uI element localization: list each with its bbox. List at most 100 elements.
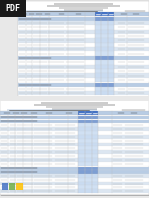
Bar	[0, 178, 149, 182]
Bar	[92, 139, 98, 143]
Bar	[0, 120, 149, 123]
Bar	[85, 147, 92, 150]
Bar	[78, 116, 85, 119]
Bar	[85, 154, 92, 158]
Bar	[78, 178, 85, 182]
Bar	[78, 170, 85, 174]
Bar	[108, 25, 114, 30]
Bar	[0, 100, 149, 195]
Bar	[95, 43, 101, 47]
Bar	[101, 69, 108, 73]
Bar	[85, 135, 92, 139]
Bar	[16, 183, 23, 190]
Bar	[0, 116, 149, 119]
Bar	[85, 123, 92, 127]
Bar	[92, 131, 98, 135]
Bar	[101, 73, 108, 78]
Bar	[95, 91, 101, 95]
Bar	[92, 127, 98, 131]
Bar	[108, 38, 114, 43]
Bar	[108, 43, 114, 47]
Bar	[85, 116, 92, 119]
Bar	[0, 96, 149, 101]
Bar	[95, 34, 101, 38]
Bar	[18, 25, 149, 30]
Bar	[19, 2, 149, 98]
Bar	[95, 30, 101, 34]
Bar	[85, 178, 92, 182]
Text: PDF: PDF	[6, 4, 21, 13]
Bar	[85, 162, 92, 166]
Bar	[18, 34, 149, 38]
Bar	[101, 91, 108, 95]
Bar	[18, 73, 149, 78]
Bar	[0, 174, 149, 178]
Bar	[78, 147, 85, 150]
Bar	[95, 73, 101, 78]
Bar	[78, 143, 85, 147]
Bar	[95, 87, 101, 91]
Bar	[101, 38, 108, 43]
Bar	[85, 143, 92, 147]
Bar	[92, 147, 98, 150]
Bar	[101, 12, 108, 16]
Bar	[101, 17, 108, 21]
Bar	[18, 1, 149, 97]
Bar	[108, 30, 114, 34]
Bar	[95, 56, 101, 60]
Bar	[92, 178, 98, 182]
Bar	[78, 120, 85, 123]
Bar	[0, 143, 149, 147]
Bar	[92, 182, 98, 186]
Bar	[108, 91, 114, 95]
Bar	[18, 21, 149, 25]
Bar	[18, 87, 149, 91]
Bar	[85, 150, 92, 154]
Bar	[92, 116, 98, 119]
Bar	[101, 47, 108, 51]
Bar	[101, 87, 108, 91]
Bar	[101, 56, 108, 60]
Bar	[0, 139, 149, 143]
Bar	[101, 30, 108, 34]
Bar	[92, 162, 98, 166]
Bar	[101, 65, 108, 69]
Bar	[85, 120, 92, 123]
Bar	[85, 127, 92, 131]
Bar	[85, 174, 92, 178]
Bar	[18, 43, 149, 47]
Bar	[78, 158, 85, 162]
Bar	[95, 38, 101, 43]
Bar	[108, 51, 114, 56]
Bar	[7, 109, 97, 111]
Bar	[95, 83, 101, 87]
Bar	[95, 69, 101, 73]
Bar	[25, 10, 103, 12]
Bar	[85, 182, 92, 186]
Bar	[78, 186, 85, 189]
Bar	[92, 170, 98, 174]
Bar	[85, 170, 92, 174]
Bar	[92, 120, 98, 123]
Bar	[101, 78, 108, 82]
Bar	[9, 183, 15, 190]
Bar	[92, 143, 98, 147]
Bar	[108, 17, 114, 21]
Bar	[95, 51, 101, 56]
Bar	[95, 25, 101, 30]
Bar	[108, 69, 114, 73]
Bar	[78, 154, 85, 158]
Bar	[0, 111, 149, 115]
Bar	[101, 25, 108, 30]
Bar	[78, 123, 85, 127]
Bar	[0, 0, 26, 17]
Bar	[0, 123, 149, 127]
Bar	[78, 127, 85, 131]
Bar	[92, 186, 98, 189]
Bar	[101, 34, 108, 38]
Bar	[18, 56, 149, 60]
Bar	[108, 12, 114, 16]
Bar	[78, 139, 85, 143]
Bar	[0, 189, 149, 193]
Bar	[92, 123, 98, 127]
